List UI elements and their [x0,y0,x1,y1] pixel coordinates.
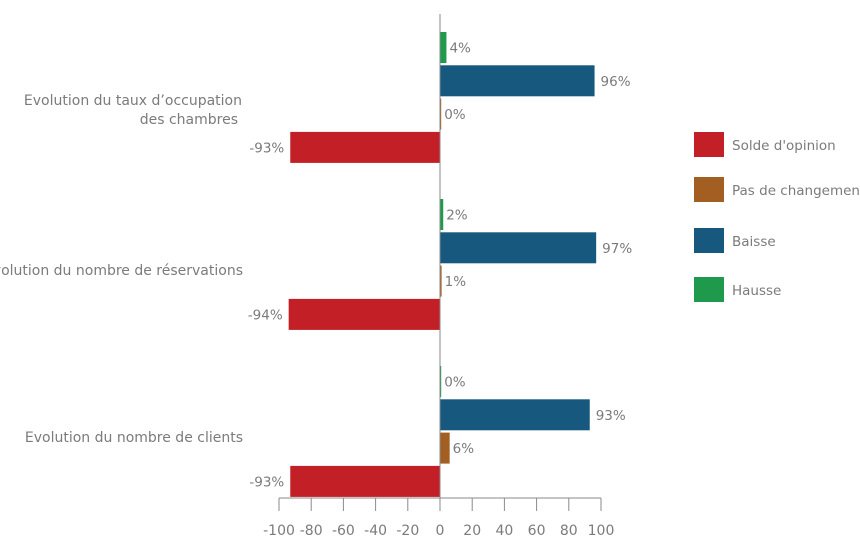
x-tick-label: 40 [495,523,513,537]
legend-swatch-hausse [694,277,724,302]
data-label-pas-de-changement-2: 1% [445,274,467,290]
x-tick-label: -60 [332,523,355,537]
bar-hausse-3 [440,366,442,397]
data-label-hausse-1: 4% [449,41,471,57]
x-tick-label: 80 [560,523,578,537]
bar-hausse-1 [440,32,447,63]
legend: Solde d'opinion Pas de changement Baisse Ha… [694,132,860,302]
x-tick-label: 20 [463,523,481,537]
bar-solde-d-opinion-1 [290,131,440,163]
category-labels: Evolution du taux d’occupation des chambr… [0,93,243,446]
data-label-baisse-3: 93% [596,408,626,424]
legend-swatch-pas-de-changement [694,177,724,202]
data-label-hausse-3: 0% [444,375,466,391]
category-label-1: des chambres [140,112,238,128]
legend-label-pas-de-changement: Pas de changement [732,183,860,199]
bar-baisse-1 [440,65,595,97]
legend-label-solde-d-opinion: Solde d'opinion [732,138,836,154]
bar-baisse-2 [440,232,597,264]
x-axis: -100 -80 -60 -40 -20 0 20 40 60 80 100 [263,14,614,537]
bar-hausse-2 [440,199,444,230]
x-tick-label: 60 [528,523,546,537]
x-tick-label: -80 [300,523,323,537]
bar-solde-d-opinion-2 [288,298,440,330]
legend-swatch-baisse [694,228,724,253]
x-tick-label: 100 [588,523,615,537]
data-label-pas-de-changement-3: 6% [453,441,475,457]
x-tick-label: 0 [436,523,445,537]
data-label-baisse-1: 96% [601,74,631,90]
bar-pas-de-changement-1 [440,98,442,130]
x-tick-label: -40 [364,523,387,537]
category-label-2: Evolution du nombre de réservations [0,263,243,279]
bar-solde-d-opinion-3 [290,465,440,497]
data-label-solde-d-opinion-2: -94% [248,307,283,323]
category-label-3: Evolution du nombre de clients [25,430,243,446]
category-label-1: Evolution du taux d’occupation [24,93,242,109]
data-label-solde-d-opinion-1: -93% [249,140,284,156]
legend-label-hausse: Hausse [732,283,781,299]
x-tick-label: -100 [263,523,295,537]
data-label-baisse-2: 97% [602,241,632,257]
bars-layer: 4% 96% 0% -93% 2% 97% 1% -94% 0% 93% 6% -93% [248,32,632,497]
x-tick-label: -20 [396,523,419,537]
data-label-solde-d-opinion-3: -93% [249,474,284,490]
bar-baisse-3 [440,399,590,431]
data-label-pas-de-changement-1: 0% [444,107,466,123]
bar-pas-de-changement-3 [440,432,450,464]
data-label-hausse-2: 2% [446,208,468,224]
legend-label-baisse: Baisse [732,234,776,250]
bar-pas-de-changement-2 [440,265,442,297]
legend-swatch-solde-d-opinion [694,132,724,157]
